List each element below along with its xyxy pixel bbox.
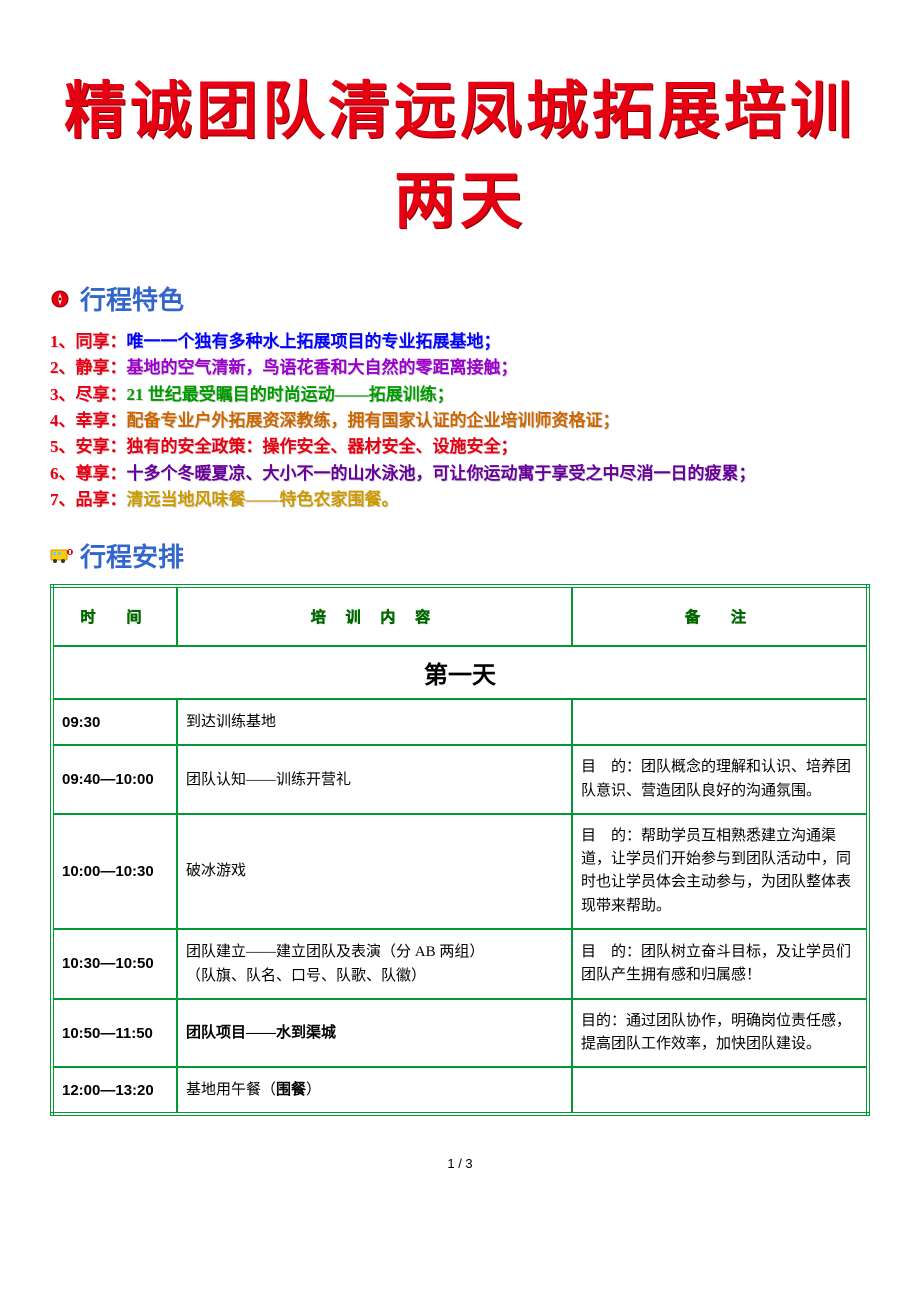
schedule-section-label: 行程安排 <box>80 537 184 574</box>
cell-time: 10:00—10:30 <box>52 814 177 929</box>
feature-num: 3 <box>50 385 59 404</box>
cell-content: 团队项目——水到渠城 <box>177 999 572 1068</box>
cell-time: 12:00—13:20 <box>52 1067 177 1114</box>
day-label: 第一天 <box>52 646 868 699</box>
cell-content: 团队建立——建立团队及表演（分 AB 两组） （队旗、队名、口号、队歌、队徽） <box>177 929 572 999</box>
table-row: 10:50—11:50 团队项目——水到渠城 目的：通过团队协作，明确岗位责任感… <box>52 999 868 1068</box>
th-note: 备 注 <box>572 586 868 646</box>
th-content: 培 训 内 容 <box>177 586 572 646</box>
table-row: 12:00—13:20 基地用午餐（围餐） <box>52 1067 868 1114</box>
feature-num: 7 <box>50 490 59 509</box>
schedule-table: 时 间 培 训 内 容 备 注 第一天 09:30 到达训练基地 09:40—1… <box>50 584 870 1116</box>
feature-item: 7、品享：清远当地风味餐——特色农家围餐。 <box>50 487 870 513</box>
feature-key: 、尊享： <box>59 464 127 483</box>
feature-item: 5、安享：独有的安全政策：操作安全、器材安全、设施安全； <box>50 434 870 460</box>
schedule-section-header: 行程安排 <box>50 537 870 574</box>
cell-time: 09:30 <box>52 699 177 745</box>
feature-item: 1、同享：唯一一个独有多种水上拓展项目的专业拓展基地； <box>50 329 870 355</box>
feature-num: 4 <box>50 411 59 430</box>
feature-num: 5 <box>50 437 59 456</box>
feature-num: 6 <box>50 464 59 483</box>
feature-key: 、尽享： <box>59 385 127 404</box>
table-header-row: 时 间 培 训 内 容 备 注 <box>52 586 868 646</box>
page-number: 1 / 3 <box>50 1156 870 1171</box>
table-row: 10:30—10:50 团队建立——建立团队及表演（分 AB 两组） （队旗、队… <box>52 929 868 999</box>
cell-content: 到达训练基地 <box>177 699 572 745</box>
table-row: 09:40—10:00 团队认知——训练开营礼 目 的：团队概念的理解和认识、培… <box>52 745 868 814</box>
table-row: 09:30 到达训练基地 <box>52 699 868 745</box>
feature-text: 十多个冬暖夏凉、大小不一的山水泳池，可让你运动寓于享受之中尽消一日的疲累； <box>127 464 756 483</box>
feature-item: 6、尊享：十多个冬暖夏凉、大小不一的山水泳池，可让你运动寓于享受之中尽消一日的疲… <box>50 461 870 487</box>
feature-item: 2、静享：基地的空气清新，鸟语花香和大自然的零距离接触； <box>50 355 870 381</box>
cell-content: 团队认知——训练开营礼 <box>177 745 572 814</box>
feature-key: 、静享： <box>59 358 127 377</box>
feature-text: 基地的空气清新，鸟语花香和大自然的零距离接触； <box>127 358 518 377</box>
table-row: 10:00—10:30 破冰游戏 目 的：帮助学员互相熟悉建立沟通渠道，让学员们… <box>52 814 868 929</box>
cell-note: 目的：通过团队协作，明确岗位责任感，提高团队工作效率，加快团队建设。 <box>572 999 868 1068</box>
cell-note <box>572 699 868 745</box>
cell-note: 目 的：帮助学员互相熟悉建立沟通渠道，让学员们开始参与到团队活动中，同时也让学员… <box>572 814 868 929</box>
day-divider-row: 第一天 <box>52 646 868 699</box>
feature-key: 、品享： <box>59 490 127 509</box>
feature-num: 1 <box>50 332 59 351</box>
cell-time: 10:50—11:50 <box>52 999 177 1068</box>
feature-key: 、安享： <box>59 437 127 456</box>
cell-time: 10:30—10:50 <box>52 929 177 999</box>
th-time: 时 间 <box>52 586 177 646</box>
feature-text: 唯一一个独有多种水上拓展项目的专业拓展基地； <box>127 332 501 351</box>
feature-text: 21 世纪最受瞩目的时尚运动——拓展训练； <box>127 385 454 404</box>
features-list: 1、同享：唯一一个独有多种水上拓展项目的专业拓展基地； 2、静享：基地的空气清新… <box>50 329 870 513</box>
cell-note <box>572 1067 868 1114</box>
cell-note: 目 的：团队概念的理解和认识、培养团队意识、营造团队良好的沟通氛围。 <box>572 745 868 814</box>
feature-num: 2 <box>50 358 59 377</box>
cell-content: 基地用午餐（围餐） <box>177 1067 572 1114</box>
cell-time: 09:40—10:00 <box>52 745 177 814</box>
compass-icon <box>50 289 74 309</box>
feature-item: 3、尽享：21 世纪最受瞩目的时尚运动——拓展训练； <box>50 382 870 408</box>
bus-icon <box>50 546 74 566</box>
document-title: 精诚团队清远凤城拓展培训两天 <box>50 60 870 240</box>
feature-text: 配备专业户外拓展资深教练，拥有国家认证的企业培训师资格证； <box>127 411 620 430</box>
feature-item: 4、幸享：配备专业户外拓展资深教练，拥有国家认证的企业培训师资格证； <box>50 408 870 434</box>
feature-key: 、同享： <box>59 332 127 351</box>
feature-text: 独有的安全政策：操作安全、器材安全、设施安全； <box>127 437 518 456</box>
features-section-header: 行程特色 <box>50 280 870 317</box>
feature-text: 清远当地风味餐——特色农家围餐。 <box>127 490 399 509</box>
cell-content: 破冰游戏 <box>177 814 572 929</box>
document-title-wrap: 精诚团队清远凤城拓展培训两天 <box>50 60 870 240</box>
features-section-label: 行程特色 <box>80 280 184 317</box>
feature-key: 、幸享： <box>59 411 127 430</box>
cell-note: 目 的：团队树立奋斗目标，及让学员们团队产生拥有感和归属感！ <box>572 929 868 999</box>
